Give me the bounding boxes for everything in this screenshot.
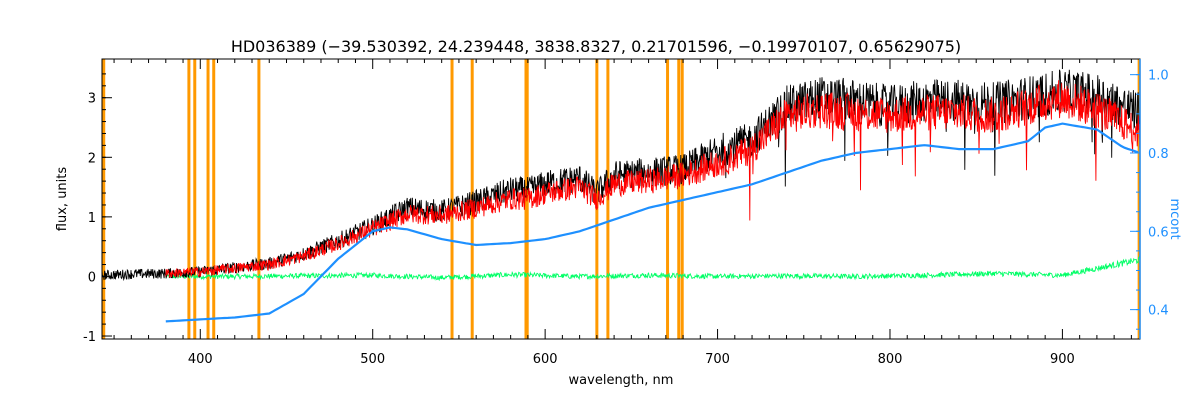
x-tick-label: 800 [878,352,903,367]
x-tick-label: 500 [360,352,385,367]
y-tick-label: 2 [88,151,96,166]
y2-tick-label: 1.0 [1148,69,1169,84]
y2-tick-label: 0.8 [1148,147,1169,162]
y-tick-label: 3 [88,92,96,107]
model-line [165,80,1141,278]
chart-title: HD036389 (−39.530392, 24.239448, 3838.83… [231,37,961,56]
axes: 400 500 600 700 800 900 -1 0 1 2 3 0.4 0.6 0.8 1.0 [83,59,1169,367]
x-tick-label: 700 [705,352,730,367]
y-axis-label: flux, units [55,167,70,232]
x-tick-label: 400 [188,352,213,367]
y2-tick-label: 0.4 [1148,304,1169,319]
continuum-series [165,122,1139,323]
y-tick-label: 0 [88,270,96,285]
x-tick-label: 900 [1050,352,1075,367]
mask-lines [102,59,1141,339]
residual-series [165,255,1141,282]
y-tick-label: -1 [83,330,96,345]
continuum-line [165,122,1139,323]
model-series [165,80,1141,278]
right-y-axis-label: mcont [1167,198,1182,239]
residual-line [165,255,1141,282]
y-tick-label: 1 [88,211,96,226]
x-axis-label: wavelength, nm [569,373,674,388]
x-tick-label: 600 [533,352,558,367]
y2-tick-label: 0.6 [1148,225,1169,240]
